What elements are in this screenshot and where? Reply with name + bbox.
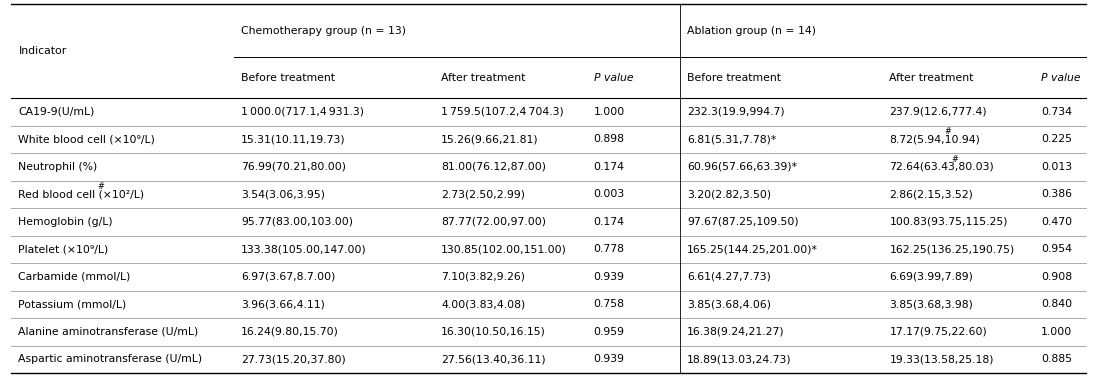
Text: 27.73(15.20,37.80): 27.73(15.20,37.80) bbox=[241, 354, 346, 365]
Text: 0.908: 0.908 bbox=[1041, 272, 1072, 282]
Text: 0.959: 0.959 bbox=[593, 327, 624, 337]
Text: 0.013: 0.013 bbox=[1041, 162, 1072, 172]
Text: 0.939: 0.939 bbox=[593, 272, 624, 282]
Text: Carbamide (mmol/L): Carbamide (mmol/L) bbox=[19, 272, 131, 282]
Text: Ablation group (n = 14): Ablation group (n = 14) bbox=[687, 26, 816, 35]
Text: After treatment: After treatment bbox=[441, 73, 525, 83]
Text: 18.89(13.03,24.73): 18.89(13.03,24.73) bbox=[687, 354, 792, 365]
Text: #: # bbox=[98, 182, 104, 191]
Text: 2.86(2.15,3.52): 2.86(2.15,3.52) bbox=[890, 189, 973, 199]
Text: 27.56(13.40,36.11): 27.56(13.40,36.11) bbox=[441, 354, 545, 365]
Text: 130.85(102.00,151.00): 130.85(102.00,151.00) bbox=[441, 244, 567, 254]
Text: 6.69(3.99,7.89): 6.69(3.99,7.89) bbox=[890, 272, 973, 282]
Text: 3.85(3.68,3.98): 3.85(3.68,3.98) bbox=[890, 299, 973, 310]
Text: 97.67(87.25,109.50): 97.67(87.25,109.50) bbox=[687, 217, 799, 227]
Text: 1 000.0(717.1,4 931.3): 1 000.0(717.1,4 931.3) bbox=[241, 107, 364, 117]
Text: 0.840: 0.840 bbox=[1041, 299, 1072, 310]
Text: P value: P value bbox=[1041, 73, 1081, 83]
Text: White blood cell (×10⁹/L): White blood cell (×10⁹/L) bbox=[19, 134, 156, 144]
Text: 0.386: 0.386 bbox=[1041, 189, 1072, 199]
Text: 8.72(5.94,10.94): 8.72(5.94,10.94) bbox=[890, 134, 980, 144]
Text: 16.38(9.24,21.27): 16.38(9.24,21.27) bbox=[687, 327, 784, 337]
Text: #: # bbox=[951, 155, 958, 164]
Text: Indicator: Indicator bbox=[19, 46, 67, 56]
Text: 7.10(3.82,9.26): 7.10(3.82,9.26) bbox=[441, 272, 525, 282]
Text: 19.33(13.58,25.18): 19.33(13.58,25.18) bbox=[890, 354, 994, 365]
Text: 0.470: 0.470 bbox=[1041, 217, 1072, 227]
Text: Chemotherapy group (n = 13): Chemotherapy group (n = 13) bbox=[241, 26, 406, 35]
Text: 6.61(4.27,7.73): 6.61(4.27,7.73) bbox=[687, 272, 771, 282]
Text: 3.54(3.06,3.95): 3.54(3.06,3.95) bbox=[241, 189, 325, 199]
Text: 6.81(5.31,7.78)*: 6.81(5.31,7.78)* bbox=[687, 134, 777, 144]
Text: 16.24(9.80,15.70): 16.24(9.80,15.70) bbox=[241, 327, 339, 337]
Text: 95.77(83.00,103.00): 95.77(83.00,103.00) bbox=[241, 217, 353, 227]
Text: 4.00(3.83,4.08): 4.00(3.83,4.08) bbox=[441, 299, 525, 310]
Text: Neutrophil (%): Neutrophil (%) bbox=[19, 162, 98, 172]
Text: 162.25(136.25,190.75): 162.25(136.25,190.75) bbox=[890, 244, 1015, 254]
Text: P value: P value bbox=[593, 73, 633, 83]
Text: 17.17(9.75,22.60): 17.17(9.75,22.60) bbox=[890, 327, 987, 337]
Text: 165.25(144.25,201.00)*: 165.25(144.25,201.00)* bbox=[687, 244, 818, 254]
Text: 0.885: 0.885 bbox=[1041, 354, 1072, 365]
Text: After treatment: After treatment bbox=[890, 73, 974, 83]
Text: 3.85(3.68,4.06): 3.85(3.68,4.06) bbox=[687, 299, 771, 310]
Text: 3.20(2.82,3.50): 3.20(2.82,3.50) bbox=[687, 189, 771, 199]
Text: 0.898: 0.898 bbox=[593, 134, 624, 144]
Text: Red blood cell (×10²/L): Red blood cell (×10²/L) bbox=[19, 189, 145, 199]
Text: 0.734: 0.734 bbox=[1041, 107, 1072, 117]
Text: 0.003: 0.003 bbox=[593, 189, 625, 199]
Text: 0.939: 0.939 bbox=[593, 354, 624, 365]
Text: 87.77(72.00,97.00): 87.77(72.00,97.00) bbox=[441, 217, 546, 227]
Text: 6.97(3.67,8.7.00): 6.97(3.67,8.7.00) bbox=[241, 272, 336, 282]
Text: 3.96(3.66,4.11): 3.96(3.66,4.11) bbox=[241, 299, 325, 310]
Text: 15.31(10.11,19.73): 15.31(10.11,19.73) bbox=[241, 134, 346, 144]
Text: Aspartic aminotransferase (U/mL): Aspartic aminotransferase (U/mL) bbox=[19, 354, 203, 365]
Text: 81.00(76.12,87.00): 81.00(76.12,87.00) bbox=[441, 162, 546, 172]
Text: Potassium (mmol/L): Potassium (mmol/L) bbox=[19, 299, 127, 310]
Text: 133.38(105.00,147.00): 133.38(105.00,147.00) bbox=[241, 244, 366, 254]
Text: 72.64(63.43,80.03): 72.64(63.43,80.03) bbox=[890, 162, 994, 172]
Text: 1.000: 1.000 bbox=[1041, 327, 1072, 337]
Text: 0.954: 0.954 bbox=[1041, 244, 1072, 254]
Text: 0.778: 0.778 bbox=[593, 244, 624, 254]
Text: 0.174: 0.174 bbox=[593, 217, 624, 227]
Text: Alanine aminotransferase (U/mL): Alanine aminotransferase (U/mL) bbox=[19, 327, 199, 337]
Text: Platelet (×10⁹/L): Platelet (×10⁹/L) bbox=[19, 244, 109, 254]
Text: Before treatment: Before treatment bbox=[687, 73, 781, 83]
Text: 0.225: 0.225 bbox=[1041, 134, 1072, 144]
Text: Before treatment: Before treatment bbox=[241, 73, 335, 83]
Text: 100.83(93.75,115.25): 100.83(93.75,115.25) bbox=[890, 217, 1008, 227]
Text: 0.758: 0.758 bbox=[593, 299, 624, 310]
Text: 2.73(2.50,2.99): 2.73(2.50,2.99) bbox=[441, 189, 525, 199]
Text: CA19-9(U/mL): CA19-9(U/mL) bbox=[19, 107, 94, 117]
Text: 1.000: 1.000 bbox=[593, 107, 625, 117]
Text: Hemoglobin (g/L): Hemoglobin (g/L) bbox=[19, 217, 113, 227]
Text: #: # bbox=[945, 127, 951, 136]
Text: 15.26(9.66,21.81): 15.26(9.66,21.81) bbox=[441, 134, 539, 144]
Text: 76.99(70.21,80.00): 76.99(70.21,80.00) bbox=[241, 162, 346, 172]
Text: 1 759.5(107.2,4 704.3): 1 759.5(107.2,4 704.3) bbox=[441, 107, 564, 117]
Text: 0.174: 0.174 bbox=[593, 162, 624, 172]
Text: 237.9(12.6,777.4): 237.9(12.6,777.4) bbox=[890, 107, 987, 117]
Text: 16.30(10.50,16.15): 16.30(10.50,16.15) bbox=[441, 327, 546, 337]
Text: 232.3(19.9,994.7): 232.3(19.9,994.7) bbox=[687, 107, 784, 117]
Text: 60.96(57.66,63.39)*: 60.96(57.66,63.39)* bbox=[687, 162, 798, 172]
